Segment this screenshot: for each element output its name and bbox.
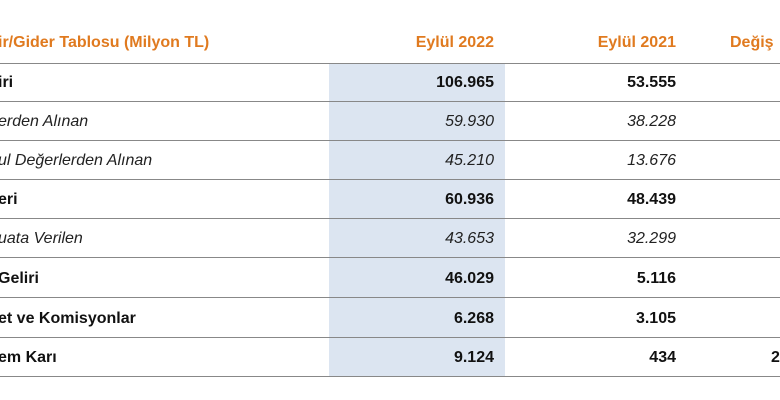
value-2022: 106.965	[436, 74, 494, 91]
row-divider	[0, 257, 780, 258]
table-title: ir/Gider Tablosu (Milyon TL)	[0, 34, 210, 51]
highlighted-column-2022	[329, 63, 505, 377]
column-header-change: Değiş	[730, 34, 774, 51]
row-label: Geliri	[0, 270, 39, 287]
column-header-2022: Eylül 2022	[415, 34, 494, 51]
table-row: Geliri 46.029 5.116	[0, 259, 780, 298]
table-row: erden Alınan 59.930 38.228	[0, 102, 780, 141]
value-2021: 32.299	[627, 230, 676, 247]
value-2021: 5.116	[636, 270, 676, 287]
row-divider	[0, 337, 780, 338]
row-divider	[0, 140, 780, 141]
value-2022: 59.930	[445, 113, 494, 130]
value-2022: 9.124	[453, 349, 494, 366]
table-row: iri 106.965 53.555	[0, 63, 780, 102]
value-2021: 434	[649, 349, 676, 366]
row-label: em Karı	[0, 349, 57, 366]
row-label: et ve Komisyonlar	[0, 310, 136, 327]
row-divider	[0, 297, 780, 298]
table-row: uata Verilen 43.653 32.299	[0, 219, 780, 258]
row-divider	[0, 63, 780, 64]
value-2021: 48.439	[627, 191, 676, 208]
row-divider	[0, 376, 780, 377]
table-row: em Karı 9.124 434 2	[0, 338, 780, 377]
column-header-2021: Eylül 2021	[597, 34, 676, 51]
row-label: iri	[0, 74, 14, 91]
row-label: eri	[0, 191, 18, 208]
value-2022: 6.268	[453, 310, 494, 327]
value-2021: 3.105	[635, 310, 676, 327]
value-2021: 53.555	[627, 74, 676, 91]
table-row: ul Değerlerden Alınan 45.210 13.676	[0, 141, 780, 180]
row-label: uata Verilen	[0, 230, 83, 247]
row-divider	[0, 101, 780, 102]
row-divider	[0, 218, 780, 219]
row-label: ul Değerlerden Alınan	[0, 152, 153, 169]
value-2022: 43.653	[445, 230, 494, 247]
value-2022: 60.936	[445, 191, 494, 208]
value-2022: 46.029	[445, 270, 494, 287]
table-row: eri 60.936 48.439	[0, 180, 780, 219]
value-change: 2	[771, 349, 780, 366]
value-2021: 13.676	[627, 152, 676, 169]
table-header: ir/Gider Tablosu (Milyon TL) Eylül 2022 …	[0, 34, 780, 56]
value-2021: 38.228	[627, 113, 676, 130]
table-row: et ve Komisyonlar 6.268 3.105	[0, 299, 780, 338]
value-2022: 45.210	[445, 152, 494, 169]
row-label: erden Alınan	[0, 113, 89, 130]
row-divider	[0, 179, 780, 180]
